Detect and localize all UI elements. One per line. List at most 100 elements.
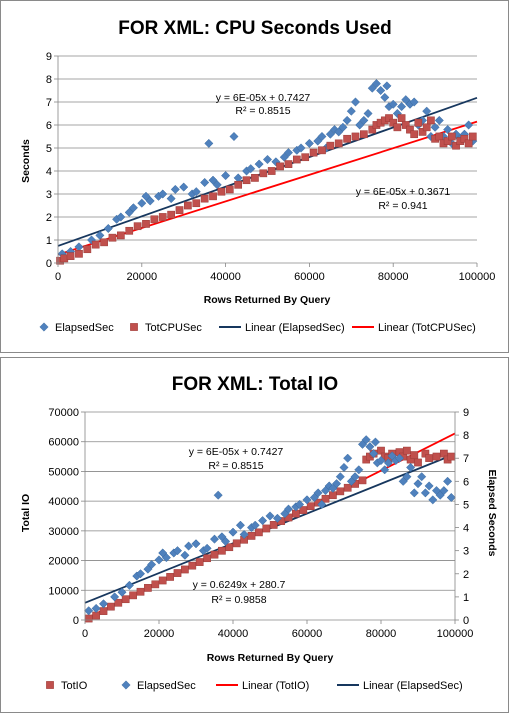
data-point-elapsedsec	[158, 189, 168, 199]
data-point-totcpusec	[435, 132, 444, 141]
y-tick-label: 70000	[48, 407, 79, 419]
data-point-elapsedsec	[172, 546, 183, 556]
data-point-elapsedsec	[363, 108, 373, 119]
data-point-totcpusec	[397, 114, 406, 122]
data-point-elapsedsec	[124, 580, 134, 590]
legend-label: Linear (TotIO)	[242, 680, 309, 692]
data-point-elapsedsec	[317, 499, 327, 509]
data-point-elapsedsec	[343, 453, 353, 463]
chart-title: FOR XML: CPU Seconds Used	[118, 18, 391, 39]
data-point-elapsedsec	[202, 543, 212, 553]
data-point-elapsedsec	[443, 476, 453, 486]
y-tick-label: 10000	[48, 585, 79, 597]
data-point-elapsedsec	[239, 529, 249, 540]
data-point-totcpusec	[318, 146, 326, 155]
data-point-totcpusec	[276, 162, 284, 171]
y2-tick-label: 5	[463, 499, 469, 511]
data-point-totcpusec	[184, 201, 192, 210]
data-point-elapsedsec	[161, 553, 171, 563]
data-point-totcpusec	[326, 141, 335, 150]
y-tick-label: 60000	[48, 437, 79, 449]
legend-item: TotIO	[46, 680, 88, 692]
x-tick-label: 80000	[378, 271, 409, 283]
data-point-elapsedsec	[265, 511, 275, 521]
data-point-elapsedsec	[179, 182, 189, 192]
y2-axis-label: Elapsed Seconds	[486, 470, 498, 557]
x-axis-label: Rows Returned By Query	[207, 652, 334, 664]
data-point-elapsedsec	[422, 106, 432, 116]
trend-equation-elapsed: y = 6E-05x + 0.7427	[216, 92, 311, 104]
data-point-elapsedsec	[302, 495, 312, 505]
data-point-totcpusec	[142, 220, 150, 228]
data-point-totcpusec	[343, 134, 351, 143]
data-point-totio	[432, 452, 441, 461]
data-point-totio	[255, 528, 263, 537]
data-point-elapsedsec	[325, 129, 335, 139]
y2-tick-label: 9	[463, 407, 469, 419]
data-point-totio	[195, 558, 204, 566]
data-point-elapsedsec	[383, 458, 393, 468]
legend-marker-swatch	[46, 681, 54, 689]
data-point-totcpusec	[351, 132, 360, 141]
data-point-elapsedsec	[464, 120, 474, 130]
data-point-totcpusec	[301, 153, 310, 162]
x-tick-label: 40000	[210, 271, 241, 283]
data-point-elapsedsec	[355, 120, 365, 130]
data-point-elapsedsec	[221, 536, 231, 546]
data-point-elapsedsec	[428, 495, 438, 505]
data-point-elapsedsec	[365, 442, 375, 452]
data-point-elapsedsec	[439, 486, 449, 496]
data-point-elapsedsec	[424, 481, 434, 491]
data-point-totcpusec	[418, 128, 427, 136]
y-tick-label: 9	[46, 51, 52, 63]
data-point-elapsedsec	[117, 587, 127, 597]
data-point-elapsedsec	[184, 541, 194, 551]
data-point-elapsedsec	[135, 569, 146, 579]
data-point-elapsedsec	[98, 599, 109, 609]
data-point-totio	[269, 521, 278, 529]
data-point-totio	[107, 602, 115, 611]
data-point-totcpusec	[464, 139, 473, 148]
data-point-totio	[99, 607, 108, 615]
data-point-elapsedsec	[430, 122, 440, 132]
legend-label: TotCPUSec	[145, 322, 202, 334]
data-point-totcpusec	[150, 215, 159, 224]
y-tick-label: 0	[46, 258, 52, 270]
data-point-totcpusec	[267, 167, 276, 175]
data-point-totcpusec	[158, 213, 167, 221]
data-point-elapsedsec	[110, 592, 120, 602]
data-point-totcpusec	[284, 160, 293, 168]
legend-label: Linear (TotCPUSec)	[378, 322, 476, 334]
data-point-elapsedsec	[200, 177, 210, 188]
legend-label: TotIO	[61, 680, 88, 692]
y-tick-label: 6	[46, 120, 52, 132]
data-point-elapsedsec	[283, 148, 294, 158]
data-point-totio	[144, 584, 152, 592]
data-point-elapsedsec	[124, 207, 134, 217]
data-point-elapsedsec	[296, 143, 306, 153]
data-point-totio	[336, 487, 345, 496]
legend-item: ElapsedSec	[121, 680, 196, 692]
trend-equation-cpu: y = 6E-05x + 0.3671	[356, 186, 451, 198]
y-axis-label: Seconds	[20, 139, 32, 183]
y-tick-label: 7	[46, 97, 52, 109]
data-point-elapsedsec	[371, 79, 381, 89]
data-point-elapsedsec	[376, 455, 386, 466]
data-point-elapsedsec	[369, 449, 379, 459]
data-point-elapsedsec	[350, 97, 361, 107]
data-point-elapsedsec	[235, 520, 245, 530]
data-point-elapsedsec	[250, 520, 260, 530]
data-point-elapsedsec	[367, 83, 377, 93]
trend-r2-elapsed: R² = 0.8515	[208, 460, 263, 472]
chart-cpu-seconds-svg: FOR XML: CPU Seconds Used 0 1 2 3 4 5 6 7 8 9 0 200…	[20, 18, 496, 334]
y-tick-label: 20000	[48, 556, 79, 568]
x-tick-label: 100000	[459, 271, 496, 283]
data-point-elapsedsec	[103, 223, 113, 234]
data-point-elapsedsec	[361, 435, 371, 445]
data-point-elapsedsec	[342, 115, 352, 125]
data-point-totcpusec	[309, 148, 318, 157]
data-point-elapsedsec	[209, 534, 220, 544]
x-tick-label: 20000	[144, 628, 175, 640]
y-tick-label: 0	[73, 615, 79, 627]
data-point-totio	[403, 446, 411, 455]
